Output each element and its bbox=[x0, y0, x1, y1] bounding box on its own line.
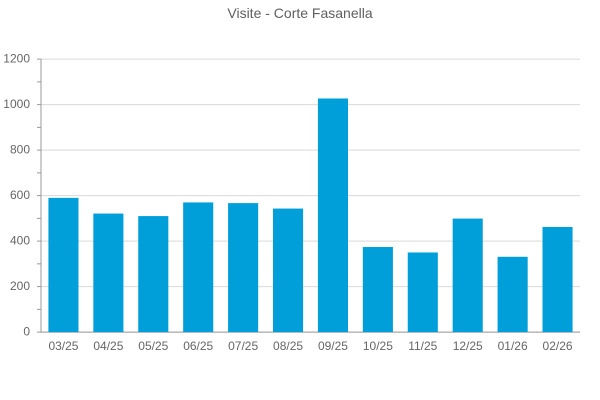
svg-text:1200: 1200 bbox=[3, 51, 30, 65]
svg-text:0: 0 bbox=[23, 324, 30, 338]
svg-text:04/25: 04/25 bbox=[93, 339, 123, 353]
svg-text:400: 400 bbox=[10, 233, 30, 247]
svg-text:07/25: 07/25 bbox=[228, 339, 258, 353]
svg-text:03/25: 03/25 bbox=[48, 339, 78, 353]
svg-text:11/25: 11/25 bbox=[408, 339, 437, 353]
svg-text:09/25: 09/25 bbox=[318, 339, 348, 353]
svg-text:10/25: 10/25 bbox=[363, 339, 393, 353]
svg-text:800: 800 bbox=[10, 142, 30, 156]
svg-text:12/25: 12/25 bbox=[453, 339, 483, 353]
svg-text:05/25: 05/25 bbox=[138, 339, 168, 353]
svg-text:1000: 1000 bbox=[3, 97, 30, 111]
svg-text:01/26: 01/26 bbox=[498, 339, 528, 353]
svg-text:08/25: 08/25 bbox=[273, 339, 303, 353]
svg-text:200: 200 bbox=[10, 279, 30, 293]
svg-text:06/25: 06/25 bbox=[183, 339, 213, 353]
svg-text:02/26: 02/26 bbox=[543, 339, 573, 353]
svg-text:600: 600 bbox=[10, 188, 30, 202]
